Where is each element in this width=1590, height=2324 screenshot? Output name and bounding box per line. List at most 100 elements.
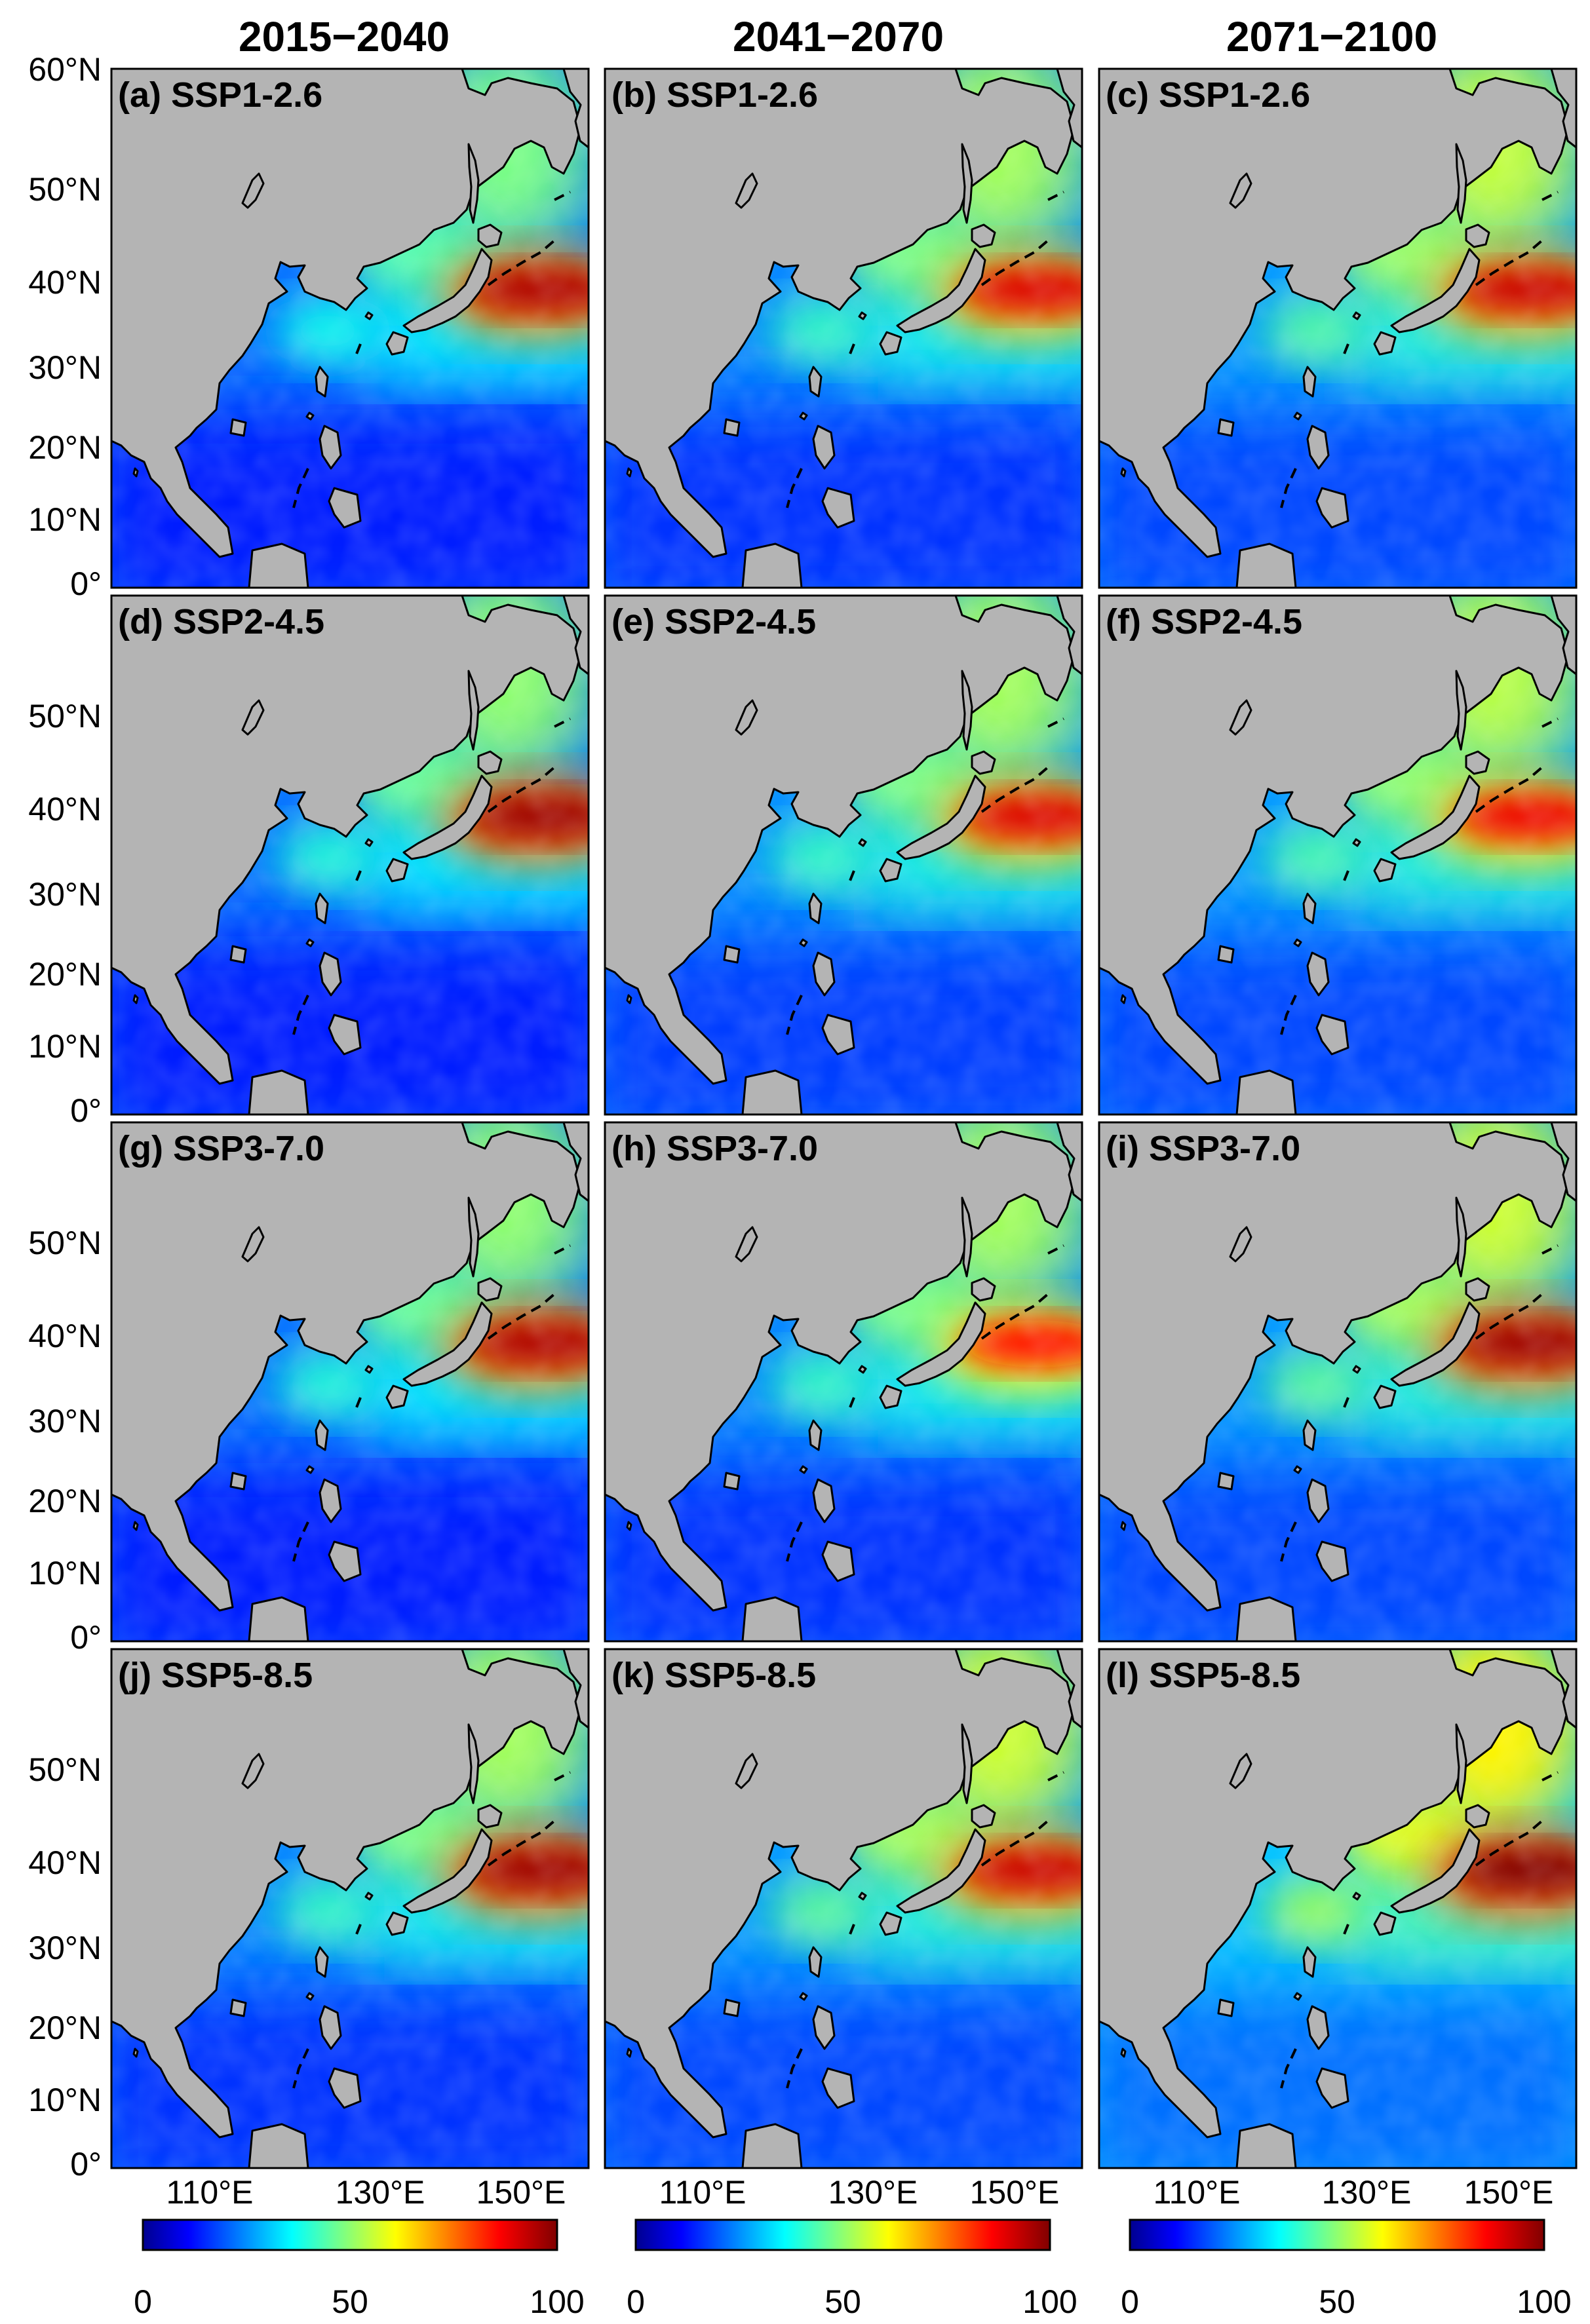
land-mass [626,2048,632,2058]
land [111,69,589,588]
coast-dash [1542,1771,1559,1781]
land-mass [1217,418,1235,437]
land-mass [364,1365,374,1374]
land-mass [808,892,823,924]
land-mass [626,467,632,478]
land-mass [1315,1014,1349,1056]
coast-dash [1280,2048,1297,2089]
land-mass [1229,1753,1252,1789]
panel-frame [604,594,1083,1116]
panel-frame [1098,594,1578,1116]
map-panel: (e) SSP2-4.5 [604,594,1083,1116]
land [605,1122,1082,1641]
lat-tick-50n: 50°N [28,698,102,734]
lat-tick-40n: 40°N [28,264,102,301]
land-mass [241,1753,265,1789]
coast-dash [847,1924,855,1938]
land-mass [1550,596,1576,676]
land-mass [1302,1419,1317,1451]
land-mass [328,1540,362,1582]
lon-tick-110e: 110°E [1153,2174,1240,2211]
land-mass [1120,994,1127,1004]
land-mass [1056,1122,1082,1202]
land-mass [1455,1196,1467,1278]
land-mass [319,425,342,470]
land-mass [1352,311,1361,320]
land-mass [402,1301,493,1387]
land-mass [741,1069,803,1114]
panel-frame [1098,67,1578,589]
column-title-3: 2071−2100 [1226,13,1437,60]
lat-tick-0: 0° [70,565,102,602]
colorbar-tick-50: 50 [1319,2283,1355,2320]
land-mass [808,366,823,398]
map-panel: (c) SSP1-2.6 [1098,67,1578,589]
land-mass [812,425,836,470]
land-mass [1306,425,1330,470]
land-mass [879,858,902,883]
lat-tick-20n: 20°N [28,2010,102,2046]
lat-tick-30n: 30°N [28,1930,102,1966]
land-mass [562,1649,589,1729]
land-mass [1302,1946,1317,1978]
land-mass [132,2048,139,2058]
land-mass [741,1596,803,1641]
coast-dash [847,1397,855,1411]
land-mass [477,1804,503,1829]
land-mass [961,1723,973,1804]
land-mass [812,2005,836,2050]
lon-tick-130e: 130°E [1322,2174,1412,2211]
land-mass [799,1465,808,1474]
land-mass [467,1723,480,1804]
coast-dash [554,191,571,201]
lat-tick-60n: 60°N [28,51,102,88]
map-panel: (b) SSP1-2.6 [604,67,1083,589]
land-mass [1235,1069,1297,1114]
coast-dash [487,1293,556,1340]
colorbar-tick-0: 0 [627,2283,645,2320]
coast-dash [487,766,556,813]
lon-tick-150e: 150°E [476,2174,566,2211]
land-mass [248,1069,309,1114]
map-panel: (f) SSP2-4.5 [1098,594,1578,1116]
land-mass [1056,596,1082,676]
land-mass [605,1122,1076,1612]
lat-tick-20n: 20°N [28,1483,102,1519]
land-mass [241,1226,265,1263]
land-mass [808,1946,823,1978]
land-mass [1120,467,1127,478]
land-mass [562,69,589,149]
coast-dash [847,870,855,885]
land-mass [1455,143,1467,224]
land [1099,69,1576,588]
coast-dash [487,1819,556,1867]
colorbar-tick-100: 100 [530,2283,584,2320]
land-mass [402,774,493,860]
land-mass [961,1196,973,1278]
land-mass [111,69,582,558]
land-mass [315,1946,329,1978]
land-mass [896,774,986,860]
coast-dash [980,239,1049,286]
land-mass [1550,69,1576,149]
lat-tick-40n: 40°N [28,1844,102,1881]
land-mass [961,143,973,224]
land-mass [1293,938,1302,947]
land-mass [132,1521,139,1531]
land-mass [1390,1301,1481,1387]
land-mass [1373,331,1397,356]
land-mass [821,1014,855,1056]
land-mass [808,1419,823,1451]
lat-tick-50n: 50°N [28,1751,102,1788]
coast-dash [1280,468,1297,508]
land-mass [1217,1472,1235,1491]
land-mass [821,487,855,529]
land-mass [1229,1226,1252,1263]
land [1099,1122,1576,1641]
land-mass [799,938,808,947]
land-mass [229,1998,247,2017]
panel-frame [110,1121,590,1643]
colorbar-tick-50: 50 [332,2283,368,2320]
coast-dash [1475,1293,1543,1340]
coast-dash [1475,1819,1543,1867]
